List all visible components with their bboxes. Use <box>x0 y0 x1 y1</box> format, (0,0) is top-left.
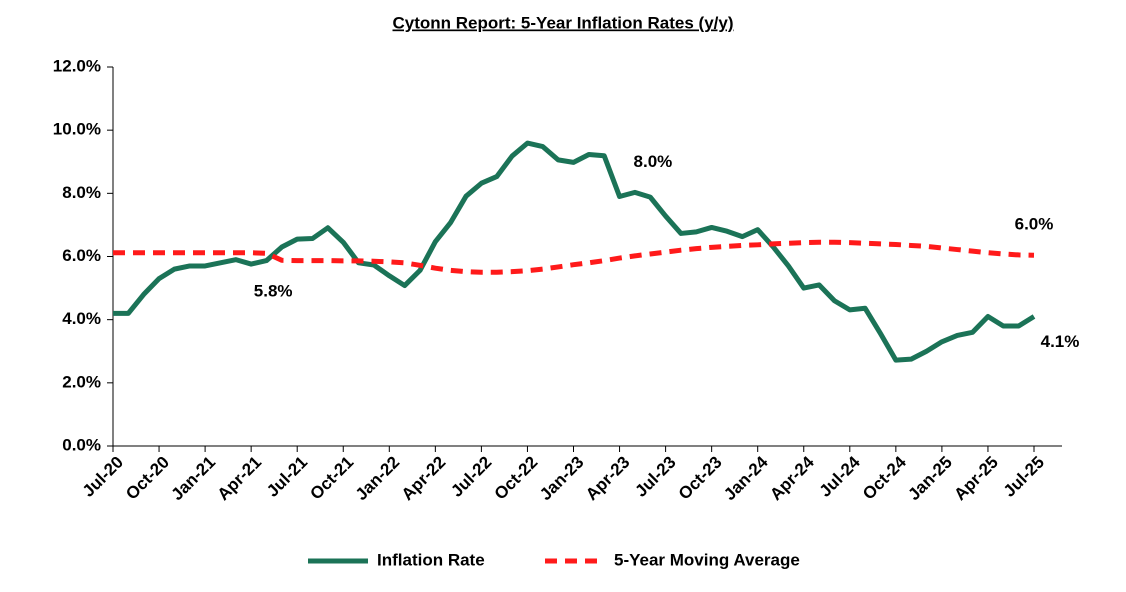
x-tick-label: Apr-25 <box>950 453 1002 505</box>
data-label: 5.8% <box>254 282 293 301</box>
x-tick-label: Apr-22 <box>398 453 450 505</box>
x-tick-label: Jul-21 <box>263 453 311 501</box>
x-tick-label: Jul-22 <box>447 453 495 501</box>
x-tick-label: Jan-22 <box>352 453 404 505</box>
x-tick-label: Oct-23 <box>675 453 726 504</box>
data-label: 6.0% <box>1015 215 1054 234</box>
data-label: 4.1% <box>1041 332 1080 351</box>
x-tick-label: Oct-24 <box>859 452 910 503</box>
y-tick-label: 8.0% <box>62 183 101 202</box>
y-tick-label: 0.0% <box>62 435 101 454</box>
x-tick-label: Jan-24 <box>720 452 772 504</box>
x-tick-label: Jul-23 <box>631 453 679 501</box>
x-tick-label: Jul-24 <box>816 452 865 501</box>
chart-title: Cytonn Report: 5-Year Inflation Rates (y… <box>393 13 734 32</box>
y-tick-label: 4.0% <box>62 309 101 328</box>
series-line <box>113 140 1036 363</box>
series-line <box>113 239 1035 275</box>
x-tick-label: Apr-24 <box>766 452 818 504</box>
x-tick-label: Jan-21 <box>168 453 220 505</box>
x-tick-label: Jul-25 <box>1000 453 1048 501</box>
x-tick-label: Jul-20 <box>79 453 127 501</box>
legend-label: 5-Year Moving Average <box>614 550 800 569</box>
x-tick-label: Jan-23 <box>536 453 588 505</box>
data-label: 8.0% <box>634 152 673 171</box>
y-tick-label: 6.0% <box>62 246 101 265</box>
x-tick-label: Jan-25 <box>904 453 956 505</box>
y-tick-label: 12.0% <box>53 56 101 75</box>
x-tick-label: Oct-20 <box>122 453 173 504</box>
x-tick-label: Oct-22 <box>491 453 542 504</box>
x-tick-label: Oct-21 <box>306 453 357 504</box>
y-tick-label: 2.0% <box>62 372 101 391</box>
legend-label: Inflation Rate <box>377 550 485 569</box>
x-tick-label: Apr-23 <box>582 453 634 505</box>
x-tick-label: Apr-21 <box>214 453 266 505</box>
y-tick-label: 10.0% <box>53 120 101 139</box>
